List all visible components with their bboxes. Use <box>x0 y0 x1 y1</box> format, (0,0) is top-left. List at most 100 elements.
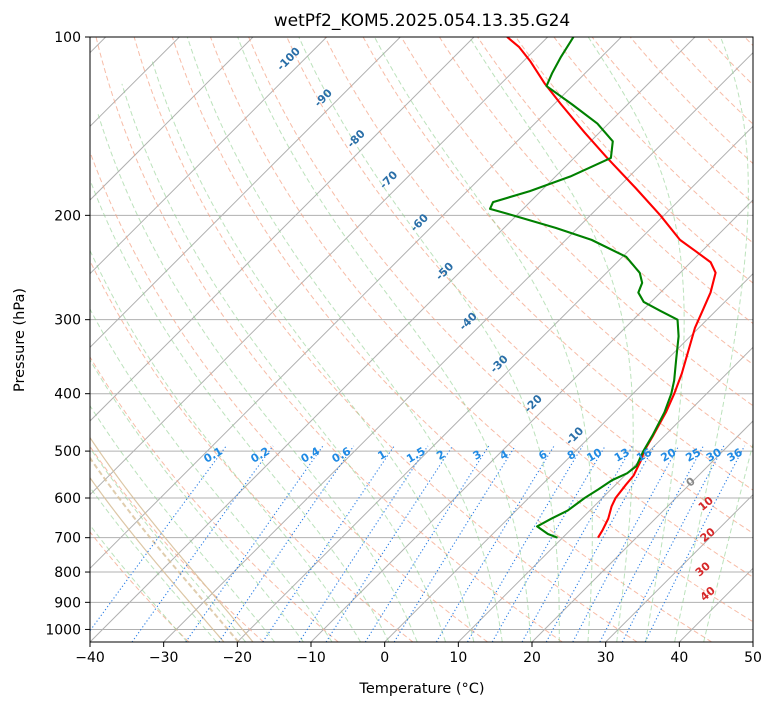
isotherm--100 <box>90 37 254 201</box>
moist-adiabat-label: 0 <box>684 474 698 489</box>
dry-adiabat <box>744 37 753 47</box>
isotherm-20 <box>531 420 753 642</box>
dry-adiabat <box>210 37 753 623</box>
parcel-curve <box>90 476 225 642</box>
mixing-ratio-label: 0.6 <box>330 444 354 465</box>
dry-adiabat <box>515 37 753 284</box>
isotherm-30 <box>605 493 753 642</box>
dry-adiabat-label: -100 <box>274 44 303 73</box>
y-tick-label: 600 <box>54 491 81 507</box>
x-axis-label: Temperature (°C) <box>358 681 484 697</box>
mixing-ratio-label: 25 <box>683 446 703 465</box>
isotherm--50 <box>90 37 622 570</box>
y-tick-label: 400 <box>54 387 81 403</box>
isotherm-0 <box>384 272 753 642</box>
dry-adiabat <box>248 37 753 578</box>
mixing-ratio-label: 6 <box>536 447 549 462</box>
mixing-ratio-label: 13 <box>612 446 632 465</box>
mixing-ratio-label: 0.4 <box>299 444 323 465</box>
moist-adiabat-label: 40 <box>698 584 718 604</box>
isotherm--20 <box>236 125 753 642</box>
moist-adiabat <box>298 37 560 642</box>
mixing-ratio-label: 2 <box>434 448 447 463</box>
moist-adiabat <box>97 114 418 642</box>
isotherm--80 <box>90 37 401 349</box>
mixing-ratio-line <box>435 445 555 642</box>
moist-adiabat-label: 20 <box>698 525 718 545</box>
mixing-ratio-line <box>364 445 490 642</box>
x-axis: −40 −30 −20 −10 0 10 20 30 40 50 <box>75 642 762 666</box>
isotherm--90 <box>90 37 328 275</box>
chart-title: wetPf2_KOM5.2025.054.13.35.G24 <box>274 11 570 31</box>
dry-adiabat <box>95 37 563 642</box>
dry-adiabat <box>477 37 753 325</box>
dry-adiabat <box>90 259 414 642</box>
moist-adiabat <box>186 37 503 642</box>
moist-adiabat <box>374 37 593 642</box>
x-tick-label: −20 <box>223 650 253 666</box>
mixing-ratio-line <box>644 445 746 642</box>
y-tick-label: 200 <box>54 208 81 224</box>
y-tick-label: 100 <box>54 30 81 46</box>
dewpoint-line <box>488 37 680 539</box>
y-axis: 100 200 300 400 500 600 700 800 900 1000 <box>45 30 90 638</box>
dry-adiabat <box>362 37 753 449</box>
moist-adiabat <box>90 249 361 642</box>
moist-adiabat <box>469 37 634 642</box>
dry-adiabat <box>591 37 753 204</box>
x-tick-label: −10 <box>296 650 326 666</box>
mixing-ratio-line <box>572 445 680 642</box>
isotherm--40 <box>90 37 696 642</box>
mixing-ratio-line <box>218 445 355 642</box>
mixing-ratio-line <box>185 445 324 642</box>
mixing-ratio-label: 3 <box>471 448 484 463</box>
dry-adiabat <box>706 37 753 86</box>
mixing-ratio-line <box>325 445 454 642</box>
moist-adiabat <box>90 447 247 642</box>
sounding-series <box>488 37 717 539</box>
x-tick-label: 50 <box>744 650 762 666</box>
dry-adiabat <box>90 150 488 642</box>
y-tick-label: 1000 <box>45 622 81 638</box>
y-tick-label: 700 <box>54 531 81 547</box>
dry-adiabat <box>286 37 753 534</box>
mixing-ratio-line <box>521 445 633 642</box>
isotherm-50 <box>752 641 753 642</box>
line-labels: 0.1 0.2 0.4 0.6 1 1.5 2 3 4 6 8 10 13 16 20 25 30 36-100-… <box>201 44 744 603</box>
dry-adiabat <box>171 37 712 642</box>
moist-adiabat <box>90 178 390 642</box>
dry-adiabat <box>90 445 264 642</box>
mixing-ratio-line <box>262 445 395 642</box>
moist-adiabat <box>151 61 475 642</box>
temperature-line <box>506 37 717 539</box>
y-tick-label: 900 <box>54 595 81 611</box>
y-tick-label: 300 <box>54 313 81 329</box>
dry-adiabat <box>553 37 753 244</box>
mixing-ratio-label: 30 <box>704 446 724 465</box>
isotherm--60 <box>90 37 549 496</box>
mixing-ratio-line <box>621 445 725 642</box>
y-axis-label: Pressure (hPa) <box>12 288 28 392</box>
moist-adiabat <box>90 308 333 642</box>
mixing-ratio-line <box>131 445 274 642</box>
isotherm--70 <box>90 37 475 422</box>
moist-adiabat <box>237 37 532 642</box>
background-lines <box>90 37 753 642</box>
parcel-curve-dashed <box>90 456 240 642</box>
dry-adiabat <box>133 37 638 642</box>
x-tick-label: 0 <box>380 650 389 666</box>
moist-adiabat <box>703 441 753 642</box>
mixing-ratio-label: 36 <box>725 446 745 465</box>
dry-adiabat <box>400 37 753 407</box>
isotherm-10 <box>457 346 753 642</box>
parcel-curve <box>90 436 254 642</box>
mixing-ratio-label: 4 <box>497 447 510 462</box>
x-tick-label: 10 <box>449 650 467 666</box>
mixing-ratio-label: 0.2 <box>248 445 271 466</box>
x-tick-label: −40 <box>75 650 105 666</box>
mixing-ratio-label: 1 <box>376 448 389 463</box>
x-tick-label: 30 <box>597 650 615 666</box>
isotherm--10 <box>310 199 753 642</box>
moist-adiabat-label: 30 <box>693 559 713 579</box>
y-tick-label: 800 <box>54 565 81 581</box>
